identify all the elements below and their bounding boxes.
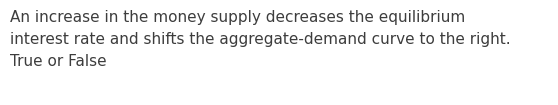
Text: An increase in the money supply decreases the equilibrium: An increase in the money supply decrease… [10,10,465,25]
Text: interest rate and shifts the aggregate-demand curve to the right.: interest rate and shifts the aggregate-d… [10,32,511,47]
Text: True or False: True or False [10,54,107,69]
